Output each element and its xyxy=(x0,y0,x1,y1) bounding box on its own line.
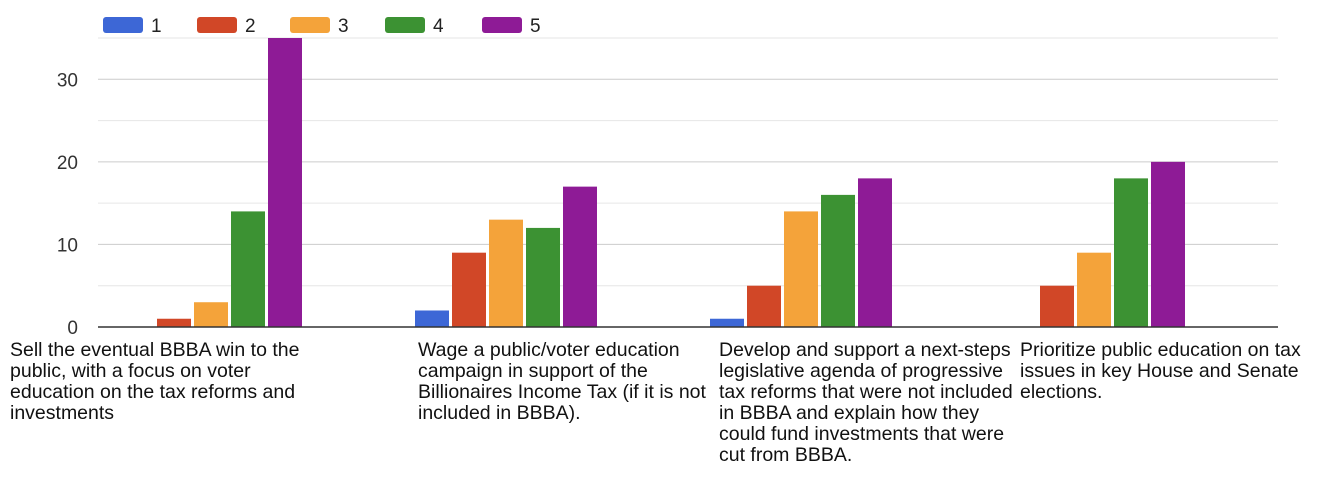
bar xyxy=(821,194,855,327)
legend: 1 2 3 4 5 xyxy=(103,16,541,37)
bar xyxy=(710,318,744,327)
legend-swatch xyxy=(290,17,330,33)
bar xyxy=(231,211,265,327)
bar xyxy=(747,285,781,327)
y-tick-label: 0 xyxy=(67,318,78,339)
legend-item: 4 xyxy=(385,16,444,37)
legend-label: 5 xyxy=(530,16,541,37)
bar xyxy=(784,211,818,327)
bar xyxy=(563,186,597,327)
legend-item: 1 xyxy=(103,16,162,37)
legend-label: 2 xyxy=(245,16,256,37)
y-axis: 0 10 20 30 xyxy=(57,70,78,339)
bar xyxy=(268,38,302,327)
legend-label: 1 xyxy=(151,16,162,37)
bar xyxy=(1040,285,1074,327)
chart-canvas: 0 10 20 30 1 2 3 4 xyxy=(57,16,1278,339)
legend-item: 2 xyxy=(197,16,256,37)
bar xyxy=(1114,178,1148,327)
bar xyxy=(194,302,228,327)
legend-item: 5 xyxy=(482,16,541,37)
y-tick-label: 10 xyxy=(57,235,78,256)
y-tick-label: 20 xyxy=(57,153,78,174)
category-label: Sell the eventual BBBA win to the public… xyxy=(10,339,300,424)
category-label: Prioritize public education on tax issue… xyxy=(1020,339,1301,403)
legend-swatch xyxy=(103,17,143,33)
bar xyxy=(489,219,523,327)
legend-item: 3 xyxy=(290,16,349,37)
bar xyxy=(858,178,892,327)
bar xyxy=(526,227,560,327)
legend-swatch xyxy=(197,17,237,33)
legend-label: 3 xyxy=(338,16,349,37)
legend-swatch xyxy=(482,17,522,33)
legend-swatch xyxy=(385,17,425,33)
bar xyxy=(452,252,486,327)
bar xyxy=(1151,161,1185,327)
category-label: Develop and support a next-steps legisla… xyxy=(719,339,1013,466)
bar xyxy=(1077,252,1111,327)
y-tick-label: 30 xyxy=(57,70,78,91)
bar xyxy=(157,318,191,327)
bars xyxy=(157,38,1185,327)
bar xyxy=(415,310,449,327)
legend-label: 4 xyxy=(433,16,444,37)
category-label: Wage a public/voter education campaign i… xyxy=(418,339,706,424)
